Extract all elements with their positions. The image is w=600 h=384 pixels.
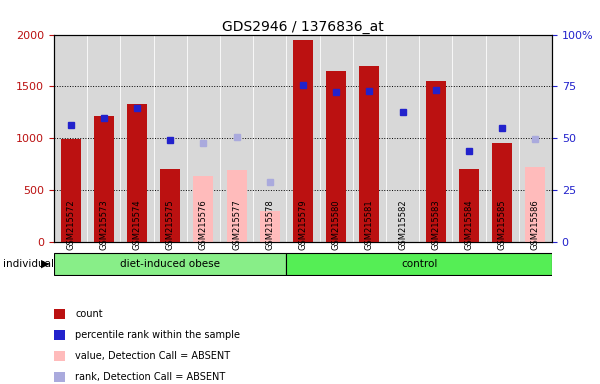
Bar bbox=[227, 170, 247, 242]
Text: GSM215577: GSM215577 bbox=[232, 199, 241, 250]
Bar bbox=[61, 139, 80, 242]
Text: GSM215576: GSM215576 bbox=[199, 199, 208, 250]
Bar bbox=[359, 66, 379, 242]
Bar bbox=[492, 144, 512, 242]
Bar bbox=[260, 211, 280, 242]
Bar bbox=[253, 35, 286, 242]
Bar bbox=[94, 116, 114, 242]
Bar bbox=[220, 35, 253, 242]
Text: count: count bbox=[75, 309, 103, 319]
Text: GSM215584: GSM215584 bbox=[464, 199, 473, 250]
Text: GSM215582: GSM215582 bbox=[398, 199, 407, 250]
Bar bbox=[459, 169, 479, 242]
Text: GSM215580: GSM215580 bbox=[332, 199, 341, 250]
Text: GSM215585: GSM215585 bbox=[498, 199, 506, 250]
Bar bbox=[54, 35, 87, 242]
Text: GSM215573: GSM215573 bbox=[100, 199, 108, 250]
Bar bbox=[54, 253, 286, 275]
Bar bbox=[353, 35, 386, 242]
Text: value, Detection Call = ABSENT: value, Detection Call = ABSENT bbox=[75, 351, 230, 361]
Text: GSM215578: GSM215578 bbox=[265, 199, 274, 250]
Bar bbox=[154, 35, 187, 242]
Text: diet-induced obese: diet-induced obese bbox=[120, 259, 220, 269]
Text: GSM215574: GSM215574 bbox=[133, 199, 142, 250]
Bar bbox=[320, 35, 353, 242]
Text: control: control bbox=[401, 259, 437, 269]
Bar bbox=[187, 35, 220, 242]
Bar bbox=[386, 35, 419, 242]
Bar bbox=[293, 40, 313, 242]
Bar bbox=[87, 35, 121, 242]
Bar bbox=[326, 71, 346, 242]
Bar bbox=[127, 104, 147, 242]
Bar bbox=[160, 169, 180, 242]
Text: GSM215572: GSM215572 bbox=[66, 199, 75, 250]
Bar bbox=[426, 81, 446, 242]
Text: GSM215583: GSM215583 bbox=[431, 199, 440, 250]
Text: rank, Detection Call = ABSENT: rank, Detection Call = ABSENT bbox=[75, 372, 225, 382]
Bar bbox=[419, 35, 452, 242]
Text: percentile rank within the sample: percentile rank within the sample bbox=[75, 330, 240, 340]
Bar bbox=[485, 35, 519, 242]
Bar bbox=[286, 253, 552, 275]
Bar bbox=[121, 35, 154, 242]
Text: GSM215575: GSM215575 bbox=[166, 199, 175, 250]
Bar bbox=[286, 35, 320, 242]
Title: GDS2946 / 1376836_at: GDS2946 / 1376836_at bbox=[222, 20, 384, 33]
Text: GSM215581: GSM215581 bbox=[365, 199, 374, 250]
Text: individual: individual bbox=[3, 259, 54, 269]
Bar bbox=[526, 167, 545, 242]
Bar bbox=[193, 175, 214, 242]
Text: GSM215579: GSM215579 bbox=[299, 199, 308, 250]
Text: GSM215586: GSM215586 bbox=[531, 199, 540, 250]
Bar bbox=[519, 35, 552, 242]
Bar bbox=[452, 35, 485, 242]
Text: ▶: ▶ bbox=[41, 259, 49, 269]
